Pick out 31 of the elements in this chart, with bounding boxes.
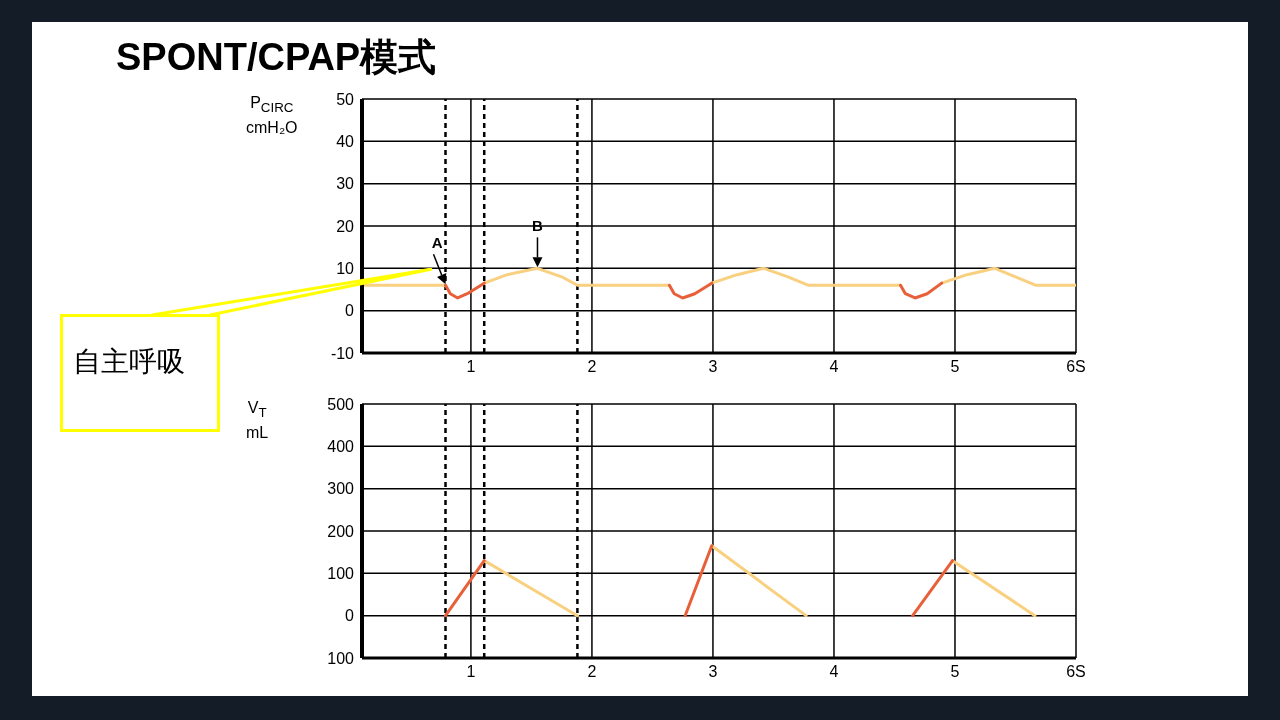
y-tick-label: 500: [327, 395, 355, 413]
x-tick-label: 6S: [1066, 358, 1086, 376]
x-tick-label: 1: [466, 663, 476, 681]
y-tick-label: 300: [327, 480, 355, 498]
x-tick-label: 5: [950, 663, 960, 681]
y-tick-label: 10: [336, 260, 355, 278]
x-tick-label: 4: [829, 663, 839, 681]
y-tick-label: 20: [336, 217, 355, 235]
x-tick-label: 2: [587, 358, 597, 376]
x-tick-label: 3: [708, 663, 718, 681]
y-axis-title: V$_{T}$ mL: [246, 398, 269, 444]
x-tick-label: 5: [950, 358, 960, 376]
y-axis-title: P$_{CIRC}$ cmH₂O: [246, 93, 298, 139]
x-tick-label: 2: [587, 663, 597, 681]
x-tick-label: 6S: [1066, 663, 1086, 681]
y-tick-label: 400: [327, 438, 355, 456]
x-tick-label: 4: [829, 358, 839, 376]
annotation: A: [431, 234, 443, 252]
y-tick-label: 30: [336, 175, 355, 193]
y-tick-label: 100: [327, 649, 355, 667]
y-tick-label: 0: [345, 302, 355, 320]
x-tick-label: 3: [708, 358, 718, 376]
y-tick-label: 200: [327, 522, 355, 540]
y-tick-label: 0: [345, 607, 355, 625]
y-tick-label: 50: [336, 90, 355, 108]
y-tick-label: -10: [330, 344, 355, 362]
y-tick-label: 100: [327, 565, 355, 583]
y-tick-label: 40: [336, 133, 355, 151]
x-tick-label: 1: [466, 358, 476, 376]
text: 自主呼吸: [60, 314, 220, 432]
chart-title: SPONT/CPAP模式: [116, 35, 437, 80]
